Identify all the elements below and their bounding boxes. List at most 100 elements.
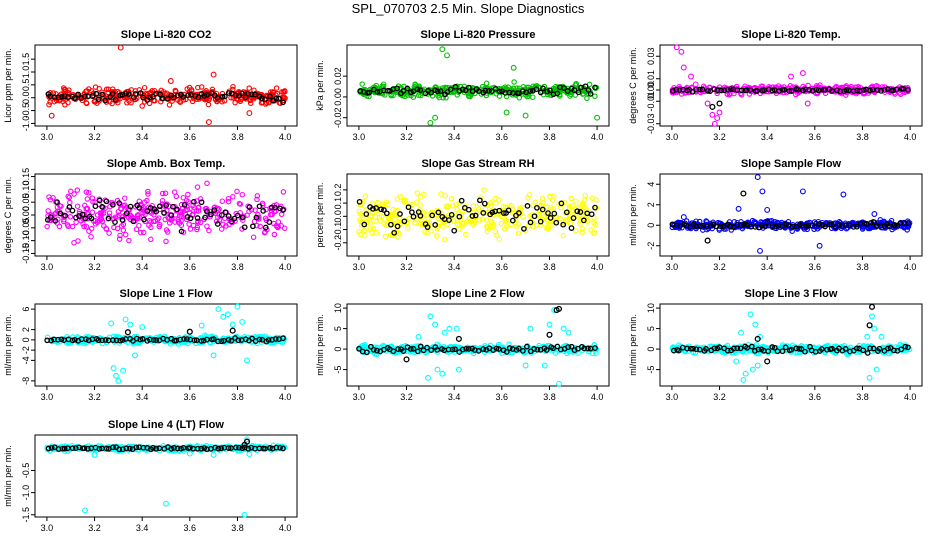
outlier-point	[415, 333, 422, 340]
reference-point	[96, 197, 103, 204]
outlier-point	[210, 451, 217, 458]
data-point	[515, 230, 522, 236]
outlier-point	[742, 370, 749, 377]
data-point	[197, 196, 204, 202]
reference-point	[881, 87, 888, 93]
outlier-point	[427, 119, 434, 126]
reference-point	[241, 224, 248, 231]
panel-3: Slope Li-820 Temp. 3.0 3.2 3.4 3.6 3.8 4.0 -0.0…	[628, 29, 923, 142]
data-point	[434, 233, 440, 239]
reference-point	[260, 208, 267, 214]
reference-point	[266, 219, 273, 225]
data-point	[204, 180, 210, 187]
x-tick-label: 3.0	[41, 262, 54, 272]
data-point	[530, 94, 536, 100]
data-point	[68, 188, 74, 195]
y-tick-label: 0.02	[333, 67, 343, 85]
outlier-point	[594, 114, 601, 121]
reference-point	[250, 223, 256, 230]
data-points	[44, 180, 288, 246]
reference-point	[802, 86, 809, 93]
x-tick-label: 3.6	[496, 262, 509, 272]
reference-point	[225, 90, 232, 96]
outlier-point	[167, 78, 174, 84]
reference-point	[150, 93, 156, 100]
reference-point	[459, 86, 466, 93]
data-point	[362, 193, 369, 199]
data-point	[193, 198, 200, 204]
x-tick-label: 3.2	[713, 392, 726, 402]
outlier-point	[113, 372, 119, 379]
x-tick-label: 3.6	[184, 392, 197, 402]
reference-point	[253, 214, 260, 221]
data-point	[195, 84, 201, 91]
reference-point	[116, 200, 123, 206]
x-tick-label: 4.0	[279, 262, 292, 272]
outlier-point	[757, 247, 763, 254]
data-points	[44, 436, 288, 518]
reference-point	[109, 90, 116, 97]
outlier-point	[215, 306, 222, 313]
reference-point	[417, 87, 424, 93]
data-point	[112, 214, 119, 220]
data-point	[122, 231, 129, 238]
reference-point	[434, 88, 441, 95]
data-point	[560, 232, 566, 239]
outlier-point	[510, 64, 517, 71]
data-point	[714, 90, 720, 97]
y-tick-label: -5	[333, 366, 343, 374]
panel-title: Slope Gas Stream RH	[421, 158, 534, 170]
data-point	[193, 207, 200, 214]
data-point	[62, 102, 68, 108]
data-point	[86, 190, 92, 196]
data-point	[726, 91, 733, 98]
reference-point	[466, 84, 472, 91]
data-point	[44, 223, 50, 230]
x-tick-label: 3.6	[809, 392, 822, 402]
reference-point	[728, 86, 734, 92]
data-point	[432, 84, 439, 90]
reference-point	[693, 86, 699, 93]
outlier-point	[527, 325, 534, 332]
reference-point	[125, 91, 132, 97]
data-point	[441, 236, 448, 243]
data-point	[463, 231, 469, 238]
data-point	[135, 215, 141, 222]
x-tick-label: 4.0	[904, 132, 917, 142]
reference-point	[451, 227, 458, 234]
data-point	[241, 213, 247, 220]
y-axis-label: Licor ppm per min.	[3, 48, 13, 123]
outlier-point	[873, 366, 880, 373]
x-axis: 3.0 3.2 3.4 3.6 3.8 4.0	[41, 256, 292, 272]
x-tick-label: 4.0	[591, 262, 604, 272]
outlier-point	[244, 357, 250, 364]
reference-point	[519, 88, 526, 95]
x-axis: 3.0 3.2 3.4 3.6 3.8 4.0	[41, 126, 291, 142]
data-point	[496, 236, 503, 242]
reference-point	[268, 204, 275, 211]
reference-point	[195, 94, 202, 100]
reference-outlier	[124, 329, 131, 336]
y-tick-label: -0.02	[333, 107, 343, 128]
data-point	[479, 83, 486, 90]
y-tick-label: 0.01	[646, 70, 656, 88]
data-point	[428, 228, 434, 234]
data-point	[404, 225, 411, 231]
reference-point	[184, 214, 191, 220]
data-point	[186, 221, 192, 227]
outlier-point	[110, 365, 117, 372]
outlier-point	[869, 313, 875, 320]
data-point	[573, 228, 579, 234]
reference-point	[185, 92, 191, 99]
outlier-point	[816, 242, 823, 249]
outlier-point	[234, 303, 241, 310]
outlier-point	[229, 321, 236, 328]
outlier-point	[220, 313, 227, 320]
x-axis: 3.0 3.2 3.4 3.6 3.8 4.0	[353, 386, 603, 402]
reference-point	[754, 88, 761, 94]
x-tick-label: 3.0	[41, 392, 54, 402]
data-point	[567, 93, 573, 99]
reference-point	[280, 99, 286, 106]
data-point	[86, 228, 92, 234]
